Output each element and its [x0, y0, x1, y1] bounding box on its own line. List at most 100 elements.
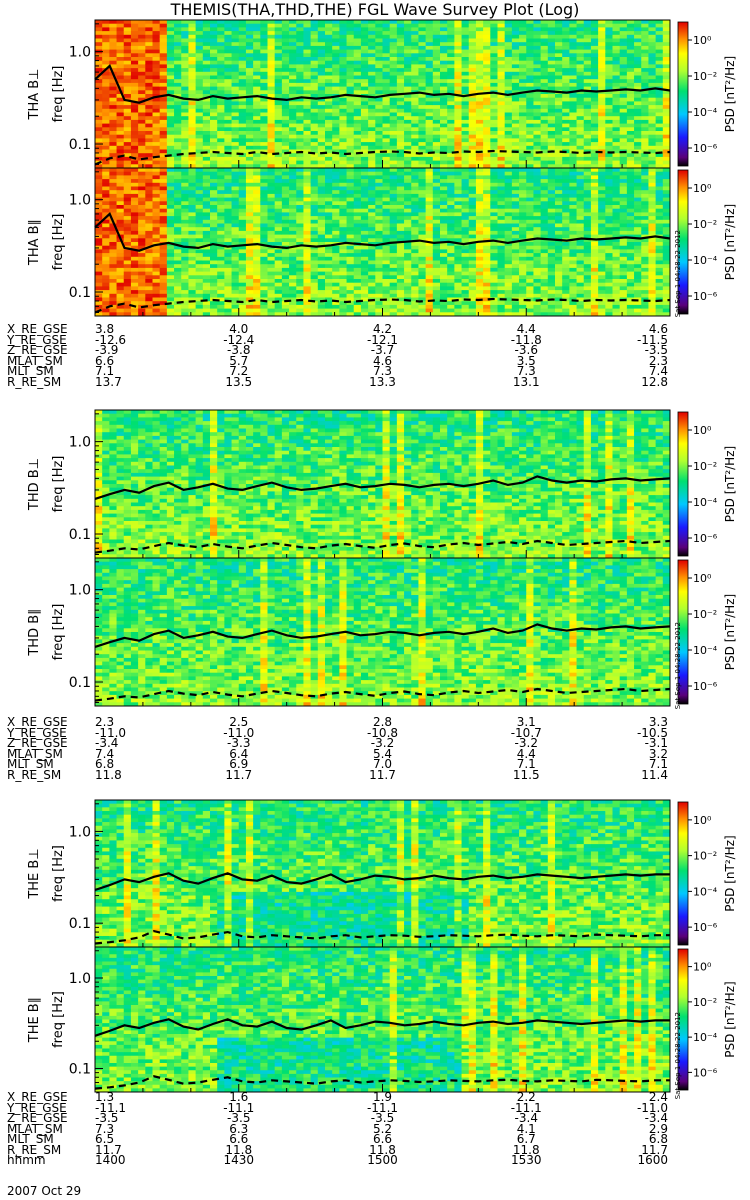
spectrogram-cell — [555, 134, 563, 139]
spectrogram-cell — [109, 168, 117, 173]
spectrogram-cell — [138, 127, 146, 132]
spectrogram-cell — [598, 142, 606, 147]
spectrogram-cell — [555, 160, 563, 165]
spectrogram-cell — [253, 279, 261, 284]
spectrogram-cell — [231, 23, 240, 28]
spectrogram-cell — [562, 20, 570, 25]
spectrogram-cell — [317, 179, 326, 184]
spectrogram-cell — [447, 116, 455, 121]
spectrogram-cell — [389, 142, 398, 147]
spectrogram-cell — [346, 142, 355, 147]
spectrogram-cell — [95, 23, 103, 28]
spectrogram-cell — [483, 142, 491, 147]
spectrogram-cell — [145, 112, 153, 117]
spectrogram-cell — [116, 253, 125, 258]
spectrogram-cell — [547, 119, 556, 124]
spectrogram-cell — [590, 60, 599, 65]
spectrogram-cell — [368, 101, 376, 106]
spectrogram-cell — [152, 145, 161, 150]
spectrogram-cell — [231, 182, 240, 187]
spectrogram-cell — [440, 142, 448, 147]
spectrogram-cell — [325, 279, 333, 284]
spectrogram-cell — [109, 304, 117, 309]
spectrogram-cell — [145, 179, 153, 184]
spectrogram-cell — [325, 131, 333, 136]
spectrogram-cell — [440, 164, 448, 169]
spectrogram-cell — [210, 108, 218, 113]
spectrogram-cell — [116, 94, 125, 99]
spectrogram-cell — [540, 23, 549, 28]
spectrogram-cell — [339, 79, 347, 84]
spectrogram-cell — [210, 119, 218, 124]
spectrogram-cell — [461, 64, 470, 69]
spectrogram-cell — [454, 71, 462, 76]
spectrogram-cell — [368, 290, 376, 295]
spectrogram-cell — [116, 38, 125, 43]
spectrogram-cell — [389, 116, 398, 121]
spectrogram-cell — [332, 45, 340, 50]
spectrogram-cell — [432, 27, 441, 32]
spectrogram-cell — [253, 293, 261, 298]
spectrogram-cell — [353, 253, 362, 258]
spectrogram-cell — [346, 245, 355, 250]
spectrogram-cell — [202, 290, 211, 295]
spectrogram-cell — [231, 308, 240, 313]
spectrogram-cell — [339, 134, 347, 139]
spectrogram-cell — [102, 264, 110, 269]
spectrogram-cell — [238, 79, 247, 84]
spectrogram-cell — [217, 134, 225, 139]
spectrogram-cell — [626, 53, 635, 58]
spectrogram-cell — [181, 149, 189, 154]
spectrogram-cell — [475, 145, 484, 150]
spectrogram-cell — [641, 142, 649, 147]
freq-axis-label: freq [Hz] — [51, 66, 66, 123]
spectrogram-cell — [432, 97, 441, 102]
spectrogram-cell — [296, 34, 304, 39]
spectrogram-cell — [389, 71, 398, 76]
spectrogram-cell — [389, 153, 398, 158]
spectrogram-cell — [245, 79, 254, 84]
spectrogram-cell — [483, 20, 491, 25]
spectrogram-cell — [245, 57, 254, 62]
spectrogram-cell — [138, 182, 146, 187]
spectrogram-cell — [281, 142, 290, 147]
spectrogram-cell — [224, 79, 232, 84]
spectrogram-cell — [274, 190, 283, 195]
spectrogram-cell — [181, 116, 189, 121]
spectrogram-cell — [210, 79, 218, 84]
spectrogram-cell — [159, 108, 168, 113]
spectrogram-cell — [590, 71, 599, 76]
spectrogram-cell — [116, 34, 125, 39]
spectrogram-cell — [360, 212, 369, 217]
spectrogram-cell — [411, 82, 419, 87]
spectrogram-cell — [159, 186, 168, 191]
spectrogram-cell — [109, 127, 117, 132]
spectrogram-cell — [202, 301, 211, 306]
spectrogram-cell — [346, 182, 355, 187]
spectrogram-cell — [339, 175, 347, 180]
spectrogram-cell — [116, 145, 125, 150]
spectrogram-cell — [296, 127, 304, 132]
spectrogram-cell — [389, 123, 398, 128]
spectrogram-cell — [404, 216, 412, 221]
spectrogram-cell — [210, 208, 218, 213]
spectrogram-cell — [325, 45, 333, 50]
spectrogram-cell — [648, 49, 657, 54]
spectrogram-cell — [102, 138, 110, 143]
spectrogram-cell — [440, 112, 448, 117]
spectrogram-cell — [310, 57, 319, 62]
spectrogram-cell — [353, 219, 362, 224]
spectrogram-cell — [296, 227, 304, 232]
spectrogram-cell — [346, 119, 355, 124]
spectrogram-cell — [662, 49, 671, 54]
spectrogram-cell — [188, 94, 197, 99]
spectrogram-cell — [396, 97, 405, 102]
spectrogram-cell — [461, 142, 470, 147]
spectrogram-cell — [360, 68, 369, 73]
spectrogram-cell — [317, 182, 326, 187]
spectrogram-cell — [217, 308, 225, 313]
colorbar-tick-label: 10⁻⁴ — [693, 106, 718, 119]
spectrogram-cell — [612, 101, 621, 106]
spectrogram-cell — [152, 293, 161, 298]
colorbar — [677, 21, 689, 167]
